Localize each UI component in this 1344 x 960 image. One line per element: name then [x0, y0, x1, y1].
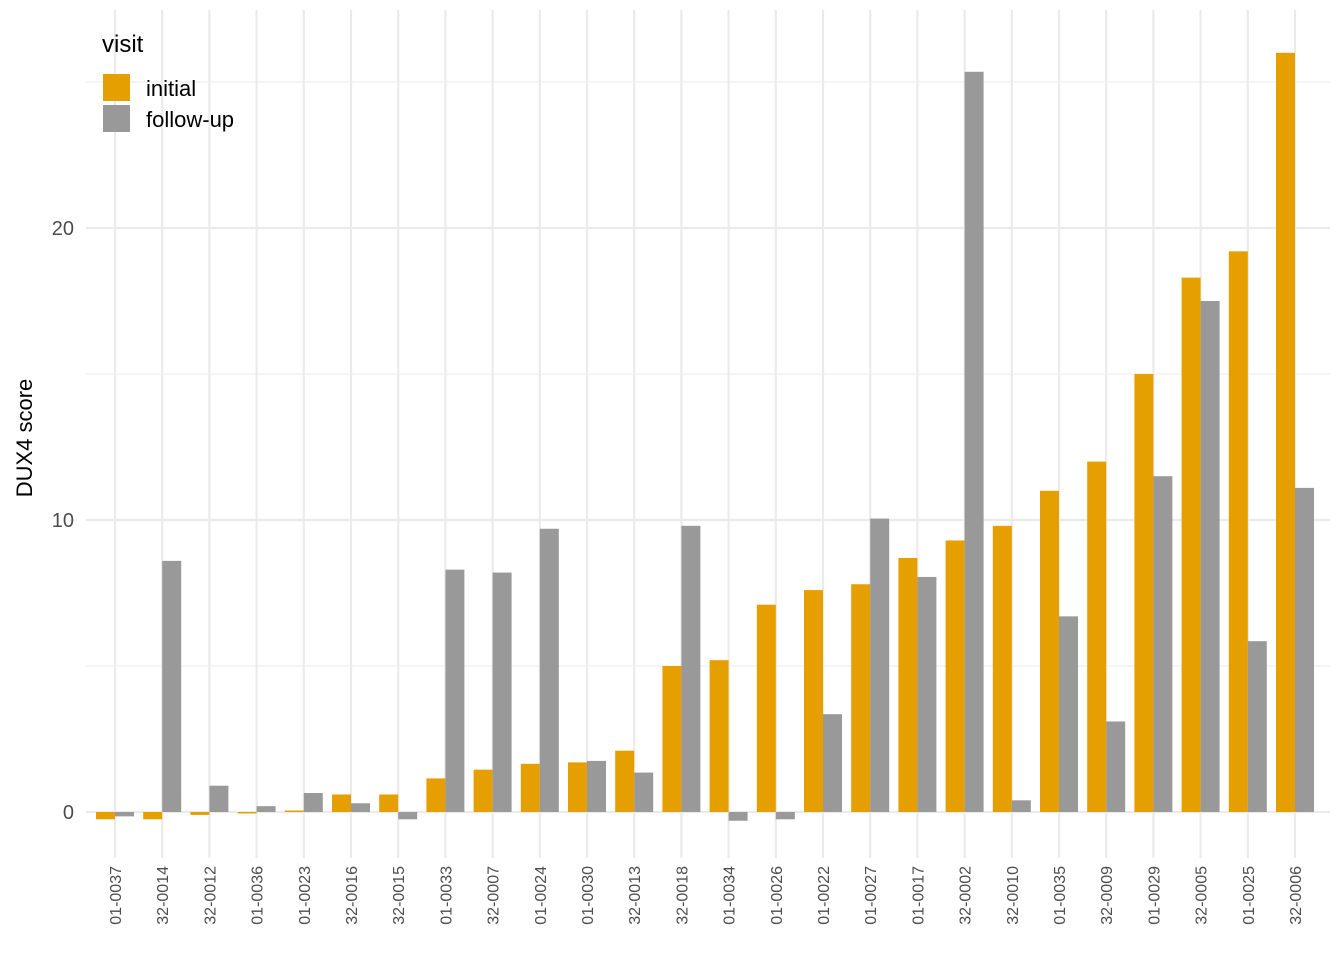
x-tick-label: 32-0018 [674, 866, 691, 925]
bar-follow-up-01-0033 [445, 569, 465, 812]
bar-follow-up-01-0036 [256, 806, 276, 812]
bar-initial-01-0025 [1228, 251, 1248, 813]
bar-follow-up-32-0016 [351, 803, 370, 812]
x-tick-label: 32-0013 [627, 866, 644, 925]
bar-follow-up-01-0030 [587, 760, 606, 812]
bar-follow-up-01-0035 [1059, 616, 1078, 812]
x-tick-label: 32-0014 [155, 866, 172, 925]
bar-follow-up-01-0029 [1153, 476, 1173, 812]
x-tick-label: 01-0029 [1146, 866, 1163, 925]
bar-initial-01-0036 [237, 812, 257, 814]
bar-follow-up-32-0002 [964, 71, 984, 812]
bar-follow-up-01-0037 [115, 812, 134, 817]
bar-follow-up-32-0015 [398, 812, 418, 820]
x-tick-label: 32-0010 [1005, 866, 1022, 925]
bar-initial-01-0023 [284, 810, 304, 812]
legend-label-initial: initial [146, 76, 196, 101]
x-tick-label: 32-0002 [958, 866, 975, 925]
bar-initial-32-0010 [992, 525, 1012, 812]
x-axis-ticks: 01-0037 32-0014 32-0012 01-0036 01-0023 32-00… [108, 866, 1305, 925]
y-axis-title: DUX4 score [12, 379, 37, 498]
bar-initial-01-0035 [1040, 490, 1059, 812]
bar-initial-01-0030 [568, 762, 587, 812]
bar-initial-01-0022 [804, 590, 823, 812]
bar-initial-32-0002 [945, 540, 965, 812]
x-tick-label: 01-0027 [863, 866, 880, 925]
bar-follow-up-32-0018 [681, 525, 701, 812]
bar-follow-up-01-0026 [775, 812, 795, 820]
bar-follow-up-01-0024 [539, 528, 559, 812]
bar-initial-32-0012 [190, 812, 210, 815]
bar-follow-up-01-0023 [303, 793, 323, 812]
x-tick-label: 32-0012 [202, 866, 219, 925]
bar-initial-32-0013 [615, 750, 635, 812]
bar-follow-up-01-0025 [1247, 641, 1267, 812]
x-tick-label: 01-0030 [580, 866, 597, 925]
bar-initial-01-0033 [426, 778, 446, 812]
x-tick-label: 01-0035 [1052, 866, 1069, 925]
bar-initial-32-0007 [473, 769, 493, 812]
x-tick-label: 32-0007 [486, 866, 503, 925]
x-tick-label: 01-0024 [533, 866, 550, 925]
bar-follow-up-32-0013 [634, 772, 654, 812]
bar-initial-32-0018 [662, 666, 682, 812]
x-tick-label: 01-0017 [910, 866, 927, 925]
legend: visit initial follow-up [102, 31, 234, 132]
legend-label-follow-up: follow-up [146, 107, 234, 132]
x-tick-label: 01-0034 [722, 866, 739, 925]
x-tick-label: 32-0016 [344, 866, 361, 925]
bar-initial-01-0026 [756, 604, 776, 812]
bar-initial-32-0006 [1276, 52, 1295, 813]
y-tick-label: 20 [52, 218, 74, 240]
x-tick-label: 01-0023 [297, 866, 314, 925]
bar-follow-up-01-0027 [870, 518, 890, 812]
y-tick-label: 0 [63, 802, 74, 824]
bar-follow-up-32-0012 [209, 785, 229, 812]
x-tick-label: 32-0015 [391, 866, 408, 925]
x-tick-label: 01-0036 [250, 866, 267, 925]
x-tick-label: 01-0037 [108, 866, 125, 925]
bar-initial-32-0005 [1181, 277, 1201, 812]
x-tick-label: 01-0025 [1241, 866, 1258, 925]
x-tick-label: 32-0009 [1099, 866, 1116, 925]
bar-follow-up-01-0034 [728, 812, 748, 821]
x-tick-label: 01-0022 [816, 866, 833, 925]
x-tick-label: 01-0033 [438, 866, 455, 925]
bar-follow-up-32-0005 [1200, 301, 1220, 812]
x-tick-label: 32-0006 [1288, 866, 1305, 925]
bar-initial-01-0034 [709, 660, 729, 812]
bar-initial-32-0009 [1087, 461, 1107, 812]
bar-initial-32-0014 [143, 812, 163, 820]
bars [96, 52, 1314, 821]
y-axis-ticks: 0 10 20 [52, 218, 74, 824]
x-tick-label: 01-0026 [769, 866, 786, 925]
legend-key-initial [103, 74, 130, 101]
bar-follow-up-01-0022 [823, 714, 842, 812]
bar-follow-up-01-0017 [917, 576, 937, 812]
bar-initial-32-0016 [332, 794, 351, 812]
legend-title: visit [102, 31, 144, 58]
bar-follow-up-32-0007 [492, 572, 512, 812]
bar-follow-up-32-0009 [1106, 721, 1126, 812]
bar-follow-up-32-0014 [162, 560, 182, 812]
bar-initial-01-0037 [96, 812, 115, 820]
bar-follow-up-32-0006 [1295, 487, 1314, 812]
bar-follow-up-32-0010 [1011, 800, 1031, 812]
bar-initial-01-0017 [898, 557, 918, 812]
bar-initial-01-0027 [851, 584, 871, 812]
legend-key-follow-up [103, 105, 130, 132]
bar-initial-01-0029 [1134, 374, 1154, 812]
bar-initial-32-0015 [379, 794, 399, 812]
bar-initial-01-0024 [520, 763, 540, 812]
y-tick-label: 10 [52, 510, 74, 532]
x-tick-label: 32-0005 [1194, 866, 1211, 925]
